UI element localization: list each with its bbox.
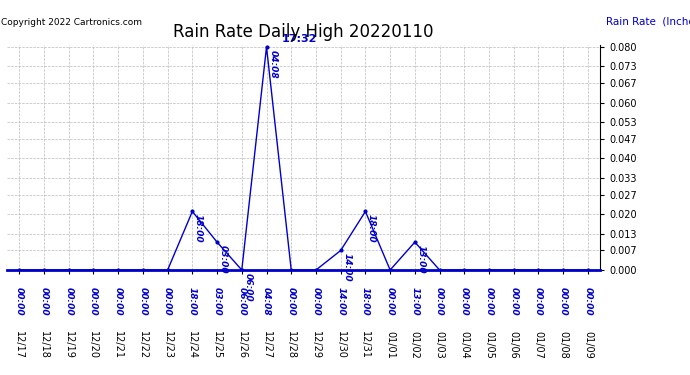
Text: 00:00: 00:00 [114,287,123,315]
Text: 00:00: 00:00 [484,287,493,315]
Text: 00:00: 00:00 [287,287,296,315]
Text: 06:00: 06:00 [237,287,246,315]
Text: 00:00: 00:00 [311,287,320,315]
Text: 00:00: 00:00 [89,287,98,315]
Text: 17:32: 17:32 [282,34,317,44]
Text: 03:00: 03:00 [219,245,228,273]
Text: 12/21: 12/21 [113,332,123,359]
Text: 12/17: 12/17 [14,332,24,359]
Text: 13:00: 13:00 [417,245,426,273]
Text: 14:00: 14:00 [342,253,351,282]
Text: 00:00: 00:00 [509,287,518,315]
Text: 12/24: 12/24 [188,332,197,359]
Text: 12/20: 12/20 [88,332,99,359]
Text: 12/26: 12/26 [237,332,247,359]
Text: 12/30: 12/30 [336,332,346,359]
Text: 01/01: 01/01 [385,332,395,359]
Text: 00:00: 00:00 [534,287,543,315]
Text: 12/19: 12/19 [63,332,74,359]
Text: 12/29: 12/29 [311,332,321,359]
Text: 18:00: 18:00 [188,287,197,315]
Text: 12/18: 12/18 [39,332,49,359]
Text: 04:08: 04:08 [262,287,271,315]
Text: 06:00: 06:00 [244,273,253,302]
Text: 04:08: 04:08 [268,50,277,78]
Text: 12/23: 12/23 [163,332,172,359]
Text: 01/06: 01/06 [509,332,519,359]
Text: Copyright 2022 Cartronics.com: Copyright 2022 Cartronics.com [1,18,142,27]
Text: 18:00: 18:00 [361,287,370,315]
Text: 00:00: 00:00 [139,287,148,315]
Text: 03:00: 03:00 [213,287,221,315]
Text: 00:00: 00:00 [584,287,593,315]
Text: 00:00: 00:00 [559,287,568,315]
Text: 01/04: 01/04 [460,332,469,359]
Text: 00:00: 00:00 [460,287,469,315]
Text: 01/09: 01/09 [583,332,593,359]
Text: 01/07: 01/07 [533,332,544,359]
Text: 12/28: 12/28 [286,332,296,359]
Text: 00:00: 00:00 [64,287,73,315]
Text: 13:00: 13:00 [411,287,420,315]
Text: 01/08: 01/08 [558,332,568,359]
Title: Rain Rate Daily High 20220110: Rain Rate Daily High 20220110 [173,22,434,40]
Text: 12/27: 12/27 [262,332,271,360]
Text: 14:00: 14:00 [336,287,345,315]
Text: 00:00: 00:00 [386,287,395,315]
Text: 00:00: 00:00 [39,287,48,315]
Text: 00:00: 00:00 [163,287,172,315]
Text: 12/22: 12/22 [138,332,148,360]
Text: 01/05: 01/05 [484,332,494,359]
Text: 12/25: 12/25 [212,332,222,360]
Text: 18:00: 18:00 [194,214,203,243]
Text: 01/03: 01/03 [435,332,444,359]
Text: Rain Rate  (Inches/Hour): Rain Rate (Inches/Hour) [607,17,690,27]
Text: 12/31: 12/31 [360,332,371,359]
Text: 18:00: 18:00 [367,214,376,243]
Text: 00:00: 00:00 [435,287,444,315]
Text: 01/02: 01/02 [410,332,420,359]
Text: 00:00: 00:00 [14,287,23,315]
